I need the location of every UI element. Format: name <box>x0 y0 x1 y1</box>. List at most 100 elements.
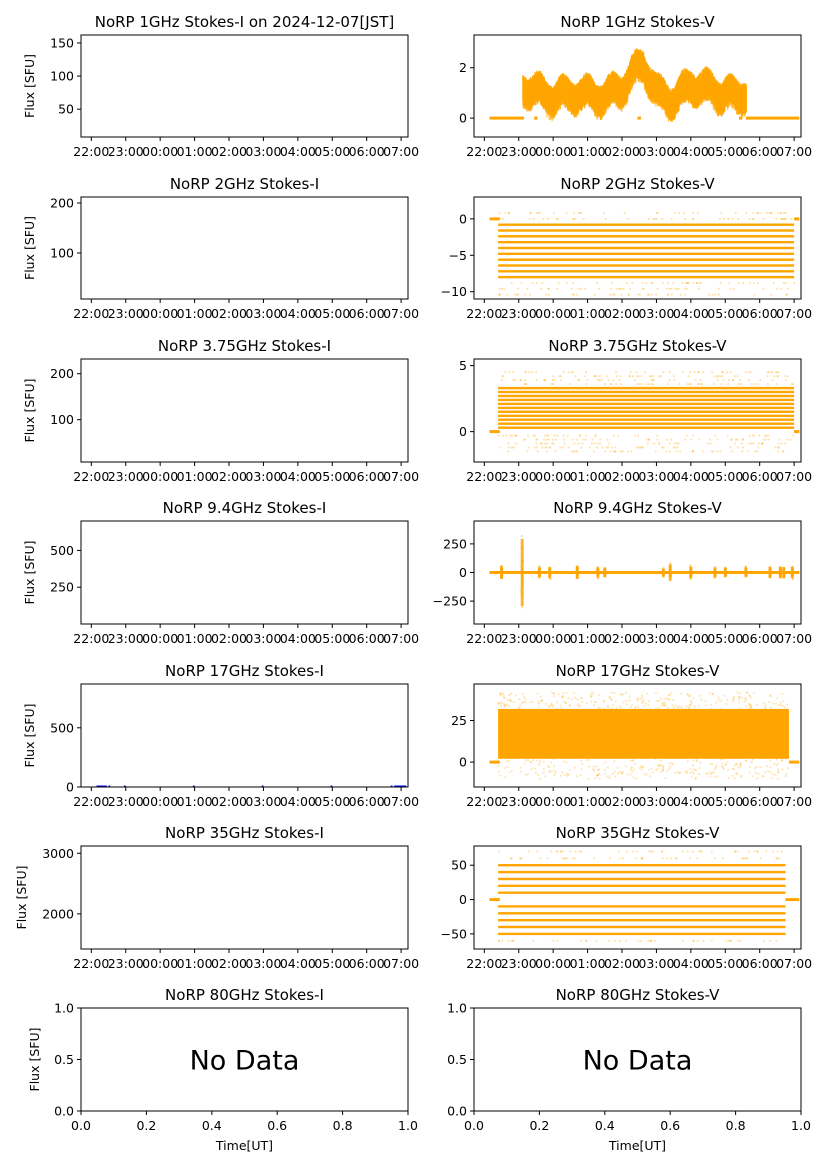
sparse-point <box>544 775 547 778</box>
sparse-point <box>747 703 750 705</box>
sparse-point <box>654 218 656 220</box>
sparse-point <box>498 702 500 705</box>
x-axis-label: Time[UT] <box>608 1138 666 1153</box>
burst-point <box>500 564 503 567</box>
sparse-point <box>571 438 574 441</box>
sparse-point <box>548 765 550 768</box>
x-tick-label: 00:00 <box>142 794 178 809</box>
sparse-point <box>782 218 784 220</box>
sparse-point <box>745 699 748 702</box>
sparse-point <box>723 218 725 220</box>
sparse-point <box>639 293 641 296</box>
sparse-point <box>505 760 508 763</box>
burst <box>661 568 665 577</box>
sparse-point <box>692 764 694 767</box>
sparse-point <box>636 446 638 449</box>
sparse-point <box>740 761 742 764</box>
sparse-point <box>749 695 751 697</box>
x-tick-label: 0.8 <box>726 1118 746 1133</box>
sparse-point <box>746 691 748 694</box>
sparse-point <box>567 773 570 776</box>
sparse-point <box>676 770 679 773</box>
sparse-point <box>614 450 616 453</box>
sparse-point <box>787 767 789 770</box>
sparse-point <box>776 287 778 290</box>
sparse-point <box>777 212 780 214</box>
burst-point <box>663 575 665 578</box>
sparse-point <box>782 282 785 284</box>
sparse-point <box>671 762 673 765</box>
sparse-point <box>642 766 644 768</box>
sparse-point <box>580 212 583 214</box>
sparse-point <box>643 773 646 776</box>
sparse-point <box>751 775 754 778</box>
sparse-point <box>687 282 690 284</box>
sparse-point <box>744 698 747 701</box>
sparse-point <box>638 375 641 378</box>
sparse-point <box>596 446 598 449</box>
x-tick-label: 1.0 <box>398 1118 418 1133</box>
burst-point <box>744 566 747 569</box>
sparse-point <box>661 850 663 853</box>
sparse-point <box>768 371 770 374</box>
plot-area <box>489 535 800 609</box>
sparse-point <box>730 438 733 441</box>
sparse-point <box>699 761 702 764</box>
sparse-point <box>561 695 564 698</box>
sparse-point <box>548 769 551 772</box>
sparse-point <box>745 759 747 762</box>
sparse-point <box>766 375 769 378</box>
x-tick-label: 06:00 <box>742 956 778 971</box>
sparse-point <box>739 775 742 778</box>
sparse-point <box>749 282 751 284</box>
sparse-point <box>722 379 725 381</box>
sparse-point <box>541 446 544 449</box>
y-tick-label: −50 <box>441 926 467 941</box>
sparse-point <box>783 218 785 220</box>
sparse-point <box>710 773 713 775</box>
sparse-point <box>604 772 607 775</box>
x-tick-label: 03:00 <box>245 144 281 159</box>
sparse-point <box>772 702 775 705</box>
sparse-point <box>722 767 725 770</box>
sparse-point <box>764 706 767 709</box>
sparse-point <box>546 450 549 453</box>
sparse-point <box>502 693 505 696</box>
x-tick-label: 02:00 <box>604 631 640 646</box>
sparse-point <box>726 761 729 763</box>
level-band <box>498 426 795 429</box>
sparse-point <box>621 773 624 775</box>
sparse-point <box>652 850 654 853</box>
sparse-point <box>782 700 785 702</box>
sparse-point <box>741 774 743 777</box>
sparse-point <box>540 699 543 702</box>
burst-point <box>714 566 717 569</box>
x-tick-label: 05:00 <box>314 469 350 484</box>
sparse-point <box>768 701 771 703</box>
subplot-title: NoRP 35GHz Stokes-I <box>165 824 324 842</box>
y-tick-label: −5 <box>449 248 467 263</box>
sparse-point <box>532 759 535 761</box>
sparse-point <box>668 693 670 696</box>
sparse-point <box>509 699 512 702</box>
x-tick-label: 0.6 <box>267 1118 287 1133</box>
sparse-point <box>597 706 600 709</box>
sparse-point <box>522 701 525 703</box>
sparse-point <box>609 293 612 296</box>
x-tick-label: 23:00 <box>501 144 537 159</box>
sparse-point <box>691 770 694 773</box>
zero-segment <box>192 785 195 787</box>
sparse-point <box>565 691 568 694</box>
subplot-1ghz-v: NoRP 1GHz Stokes-V0222:0023:0000:0001:00… <box>459 13 812 159</box>
sparse-point <box>508 212 510 214</box>
sparse-point <box>556 218 558 220</box>
sparse-point <box>698 383 700 385</box>
sparse-point <box>614 700 617 703</box>
sparse-point <box>626 218 629 220</box>
sparse-point <box>719 758 722 761</box>
sparse-point <box>625 850 628 853</box>
sparse-point <box>580 697 583 699</box>
sparse-point <box>523 379 526 381</box>
sparse-point <box>641 701 643 704</box>
